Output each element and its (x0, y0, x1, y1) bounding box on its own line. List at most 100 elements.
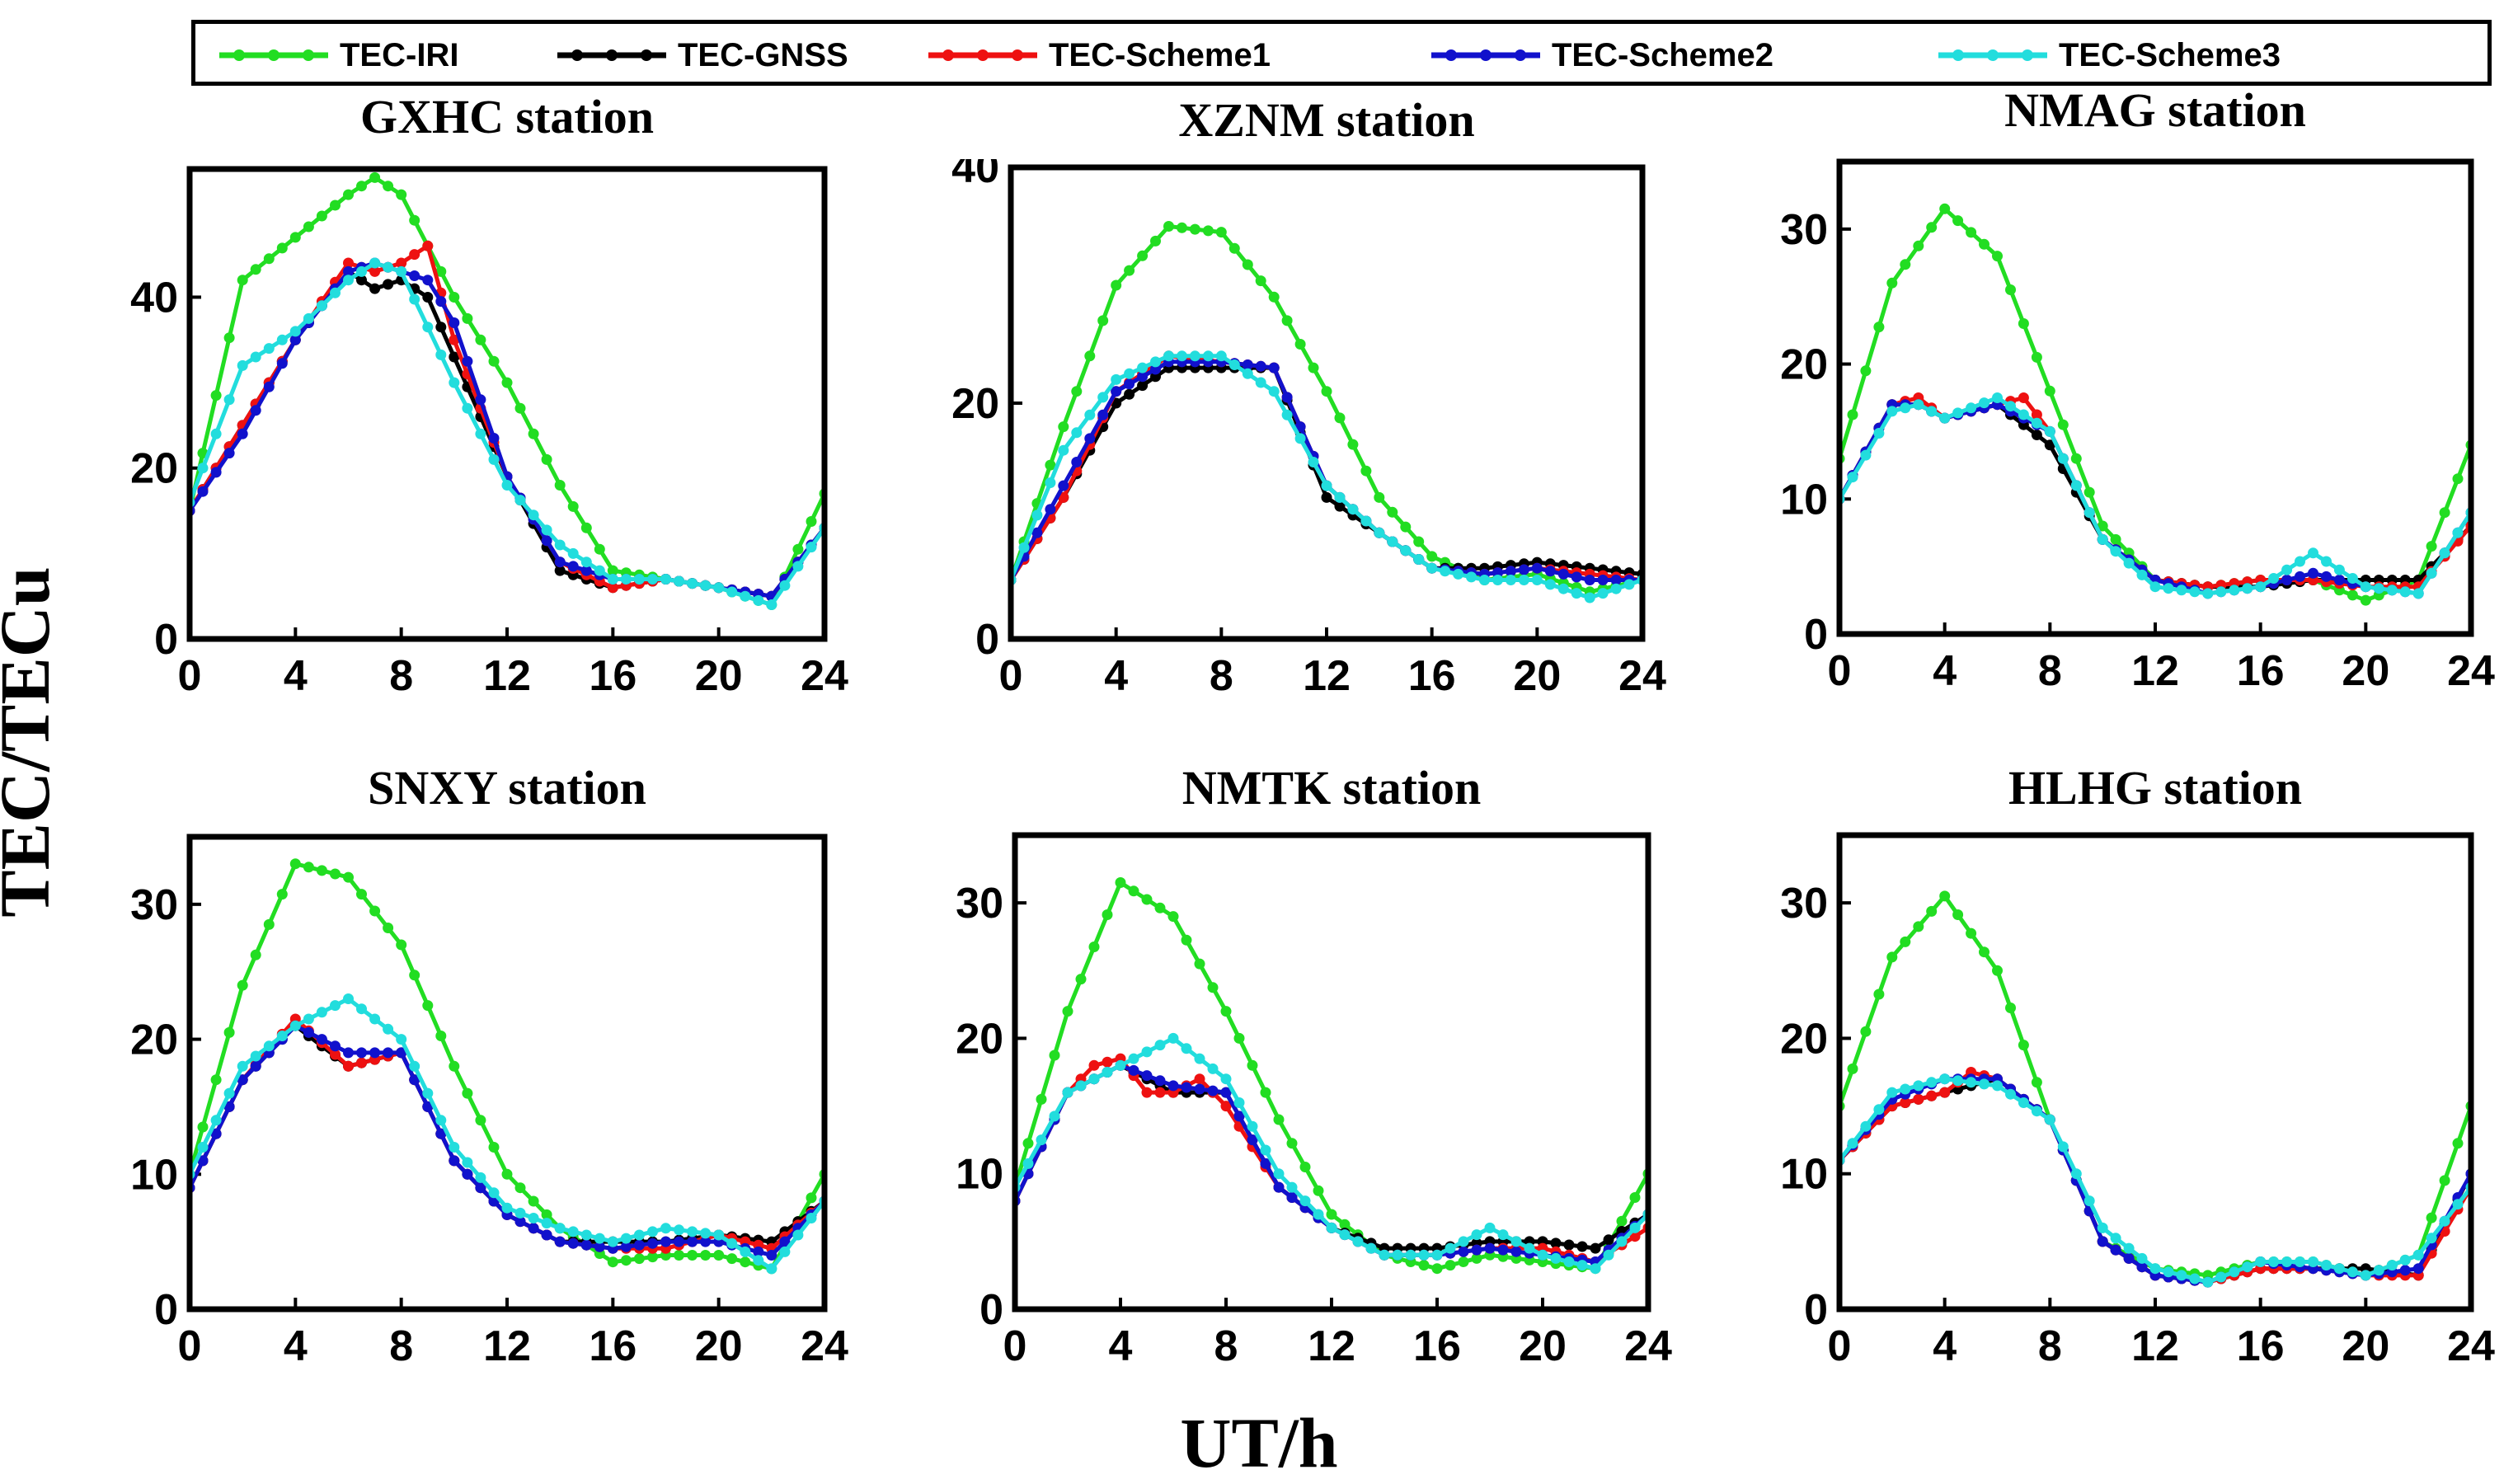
data-point-tec-gnss (1321, 491, 1332, 503)
panel-title-nmag: NMAG station (2004, 83, 2306, 137)
data-point-tec-iri (501, 1168, 513, 1180)
y-tick-label: 0 (975, 616, 999, 664)
data-point-tec-scheme3 (726, 586, 738, 598)
series-line-tec-scheme2 (190, 1023, 824, 1257)
data-point-tec-iri (554, 480, 566, 491)
data-point-tec-scheme3 (1497, 1229, 1509, 1241)
data-point-tec-scheme3 (2057, 1141, 2069, 1153)
data-point-tec-scheme3 (501, 480, 513, 491)
data-point-tec-scheme1 (1194, 1073, 1205, 1085)
data-point-tec-scheme1 (409, 249, 420, 261)
y-tick-label: 10 (1780, 1151, 1828, 1199)
data-point-tec-scheme3 (1873, 1104, 1885, 1115)
data-point-tec-scheme3 (276, 334, 288, 345)
data-point-tec-scheme3 (620, 574, 632, 585)
data-point-tec-iri (1445, 1260, 1456, 1271)
data-point-tec-scheme2 (1242, 359, 1253, 370)
data-point-tec-scheme3 (2321, 556, 2332, 567)
data-point-tec-scheme3 (1352, 1236, 1364, 1247)
data-point-tec-iri (1860, 1026, 1872, 1037)
data-point-tec-scheme3 (356, 1003, 367, 1015)
data-point-tec-iri (1128, 885, 1139, 897)
data-point-tec-iri (250, 949, 261, 960)
y-tick-label: 20 (130, 1017, 178, 1064)
data-point-tec-scheme3 (2321, 1260, 2332, 1271)
data-point-tec-scheme3 (514, 1207, 526, 1219)
x-tick-label: 24 (2447, 1322, 2495, 1370)
data-point-tec-scheme3 (1181, 1043, 1192, 1054)
data-point-tec-scheme3 (1360, 515, 1372, 527)
data-point-tec-scheme3 (1445, 1242, 1456, 1254)
legend-marker (1445, 49, 1457, 61)
data-point-tec-iri (1036, 1093, 1047, 1105)
data-point-tec-iri (223, 332, 235, 344)
data-point-tec-scheme3 (2399, 1254, 2411, 1266)
data-point-tec-scheme3 (316, 300, 327, 312)
legend-marker (1012, 49, 1023, 61)
data-point-tec-scheme3 (1150, 356, 1161, 368)
y-tick-label: 0 (154, 1286, 178, 1334)
data-point-tec-scheme2 (1497, 1244, 1509, 1256)
data-point-tec-scheme3 (2308, 1256, 2318, 1267)
y-tick-label: 10 (956, 1151, 1003, 1199)
chart-hlhg: 0 4 8 12 16 20 24 0 10 20 30 (1780, 832, 2495, 1370)
data-point-tec-scheme2 (1150, 364, 1161, 375)
data-point-tec-iri (501, 377, 513, 388)
data-point-tec-scheme3 (1084, 409, 1096, 420)
data-point-tec-scheme3 (753, 594, 764, 606)
data-point-tec-iri (2044, 385, 2055, 397)
data-point-tec-iri (2083, 486, 2095, 498)
data-point-tec-iri (1886, 277, 1898, 289)
data-point-tec-scheme3 (2412, 588, 2424, 599)
data-point-tec-iri (1167, 911, 1179, 923)
data-point-tec-scheme3 (223, 1087, 235, 1099)
data-point-tec-scheme3 (1453, 568, 1464, 580)
data-point-tec-scheme2 (462, 1168, 473, 1180)
data-point-tec-iri (1049, 1050, 1060, 1061)
data-point-tec-iri (435, 1031, 447, 1041)
legend-label: TEC-Scheme1 (1049, 36, 1271, 73)
data-point-tec-scheme3 (580, 556, 592, 568)
data-point-tec-scheme2 (1557, 568, 1569, 580)
x-tick-label: 4 (1104, 652, 1128, 700)
series-line-tec-scheme3 (1839, 1077, 2471, 1284)
data-point-tec-scheme3 (223, 394, 235, 406)
data-point-tec-scheme3 (2097, 1222, 2108, 1233)
data-point-tec-iri (1071, 386, 1083, 397)
data-point-tec-iri (396, 189, 407, 200)
data-point-tec-scheme3 (1347, 504, 1359, 515)
data-point-tec-scheme1 (1939, 1087, 1951, 1098)
data-point-tec-iri (2426, 541, 2437, 552)
data-point-tec-iri (1400, 521, 1412, 533)
data-point-tec-iri (462, 312, 473, 324)
data-point-tec-scheme3 (1458, 1236, 1469, 1247)
data-point-tec-iri (1273, 1114, 1285, 1125)
data-point-tec-scheme3 (1471, 1229, 1482, 1241)
data-point-tec-iri (528, 428, 539, 439)
data-point-tec-scheme3 (1992, 392, 2003, 403)
data-point-tec-iri (1979, 238, 1990, 250)
data-point-tec-scheme3 (2347, 1266, 2358, 1278)
y-tick-label: 0 (154, 616, 178, 664)
data-point-tec-scheme3 (2163, 583, 2174, 594)
data-point-tec-scheme1 (396, 257, 407, 269)
data-point-tec-iri (1326, 1209, 1337, 1220)
data-point-tec-scheme3 (766, 599, 777, 610)
x-tick-label: 8 (2038, 647, 2062, 695)
data-point-tec-scheme3 (1268, 386, 1280, 397)
data-point-tec-gnss (369, 283, 381, 294)
data-point-tec-scheme3 (343, 993, 354, 1004)
data-point-tec-gnss (1603, 1234, 1614, 1246)
data-point-tec-iri (1202, 225, 1214, 237)
x-tick-label: 20 (2342, 647, 2389, 695)
data-point-tec-iri (1471, 1252, 1482, 1264)
data-point-tec-iri (1228, 242, 1240, 254)
data-point-tec-scheme3 (422, 1087, 434, 1099)
data-point-tec-scheme3 (541, 524, 552, 536)
data-point-tec-scheme3 (1387, 536, 1398, 547)
data-point-tec-iri (1952, 215, 1964, 227)
data-point-tec-scheme3 (1115, 1059, 1126, 1071)
x-tick-label: 24 (801, 1322, 848, 1370)
data-point-tec-scheme3 (674, 575, 684, 587)
plot-frame (1836, 158, 2474, 637)
